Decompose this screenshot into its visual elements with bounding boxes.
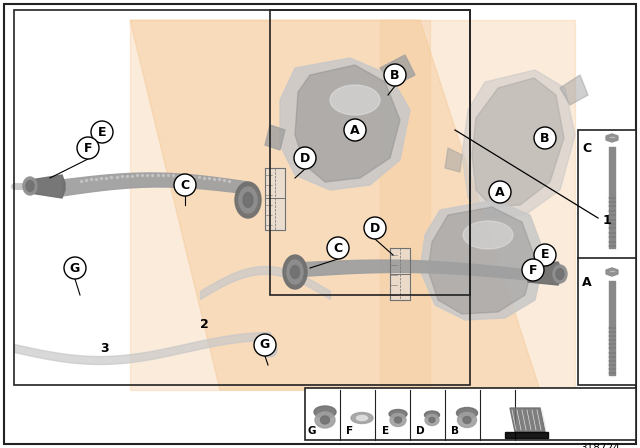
Ellipse shape [263,343,277,357]
Text: A: A [582,276,591,289]
Ellipse shape [235,182,261,218]
Circle shape [384,64,406,86]
Circle shape [344,119,366,141]
Polygon shape [265,168,285,230]
Ellipse shape [315,412,335,428]
Ellipse shape [463,417,471,423]
Polygon shape [606,268,618,276]
Polygon shape [560,75,588,105]
Polygon shape [130,20,430,390]
Text: B: B [451,426,459,436]
Text: E: E [383,426,390,436]
Polygon shape [462,70,575,218]
Ellipse shape [26,181,34,191]
Ellipse shape [351,413,373,423]
Polygon shape [62,173,248,196]
Ellipse shape [314,406,336,418]
Polygon shape [472,78,564,207]
Text: 1: 1 [603,214,612,227]
Polygon shape [505,432,548,438]
Ellipse shape [389,409,407,418]
Bar [270,10,470,295]
Circle shape [254,334,276,356]
Text: E: E [98,125,106,138]
Text: B: B [390,69,400,82]
Bar [305,388,636,440]
Text: A: A [495,185,505,198]
Text: C: C [333,241,342,254]
Ellipse shape [424,411,440,419]
Text: G: G [70,262,80,275]
Polygon shape [428,207,535,314]
Polygon shape [445,148,462,172]
Ellipse shape [239,187,257,213]
Ellipse shape [23,177,37,195]
Ellipse shape [243,193,253,207]
Ellipse shape [283,255,307,289]
Polygon shape [380,20,575,390]
Text: D: D [416,426,424,436]
Polygon shape [390,248,410,300]
Circle shape [294,147,316,169]
Text: D: D [300,151,310,164]
Polygon shape [510,408,545,432]
Circle shape [534,127,556,149]
Ellipse shape [429,418,435,422]
Text: B: B [540,132,550,145]
Text: C: C [180,178,189,191]
Circle shape [489,181,511,203]
Polygon shape [30,175,65,198]
Ellipse shape [463,221,513,249]
Text: E: E [541,249,549,262]
Ellipse shape [390,414,406,426]
Polygon shape [295,260,528,280]
Polygon shape [420,200,545,320]
Circle shape [77,137,99,159]
Text: 2: 2 [200,319,209,332]
Ellipse shape [425,414,439,426]
Circle shape [534,244,556,266]
Text: G: G [308,426,316,436]
Text: 318724: 318724 [580,443,620,448]
Circle shape [174,174,196,196]
Polygon shape [380,55,415,85]
Text: 3: 3 [100,341,109,354]
Ellipse shape [553,265,567,283]
Ellipse shape [287,260,303,284]
Circle shape [64,257,86,279]
Ellipse shape [266,346,274,354]
Bar [578,130,636,385]
Text: F: F [84,142,92,155]
Circle shape [364,217,386,239]
Ellipse shape [458,413,477,427]
Ellipse shape [291,266,300,279]
Bar [14,10,470,385]
Circle shape [327,237,349,259]
Circle shape [522,259,544,281]
Polygon shape [295,65,400,182]
Text: G: G [260,339,270,352]
Ellipse shape [394,417,401,423]
Text: F: F [529,263,537,276]
Ellipse shape [556,268,564,280]
Text: A: A [350,124,360,137]
Ellipse shape [321,416,330,424]
Polygon shape [280,58,410,190]
Text: C: C [582,142,591,155]
Polygon shape [265,125,285,150]
Polygon shape [606,134,618,142]
Ellipse shape [356,415,367,421]
Circle shape [91,121,113,143]
Text: F: F [346,426,353,436]
Text: D: D [370,221,380,234]
Ellipse shape [456,408,477,418]
Ellipse shape [330,85,380,115]
Polygon shape [528,262,562,285]
Polygon shape [130,20,540,390]
